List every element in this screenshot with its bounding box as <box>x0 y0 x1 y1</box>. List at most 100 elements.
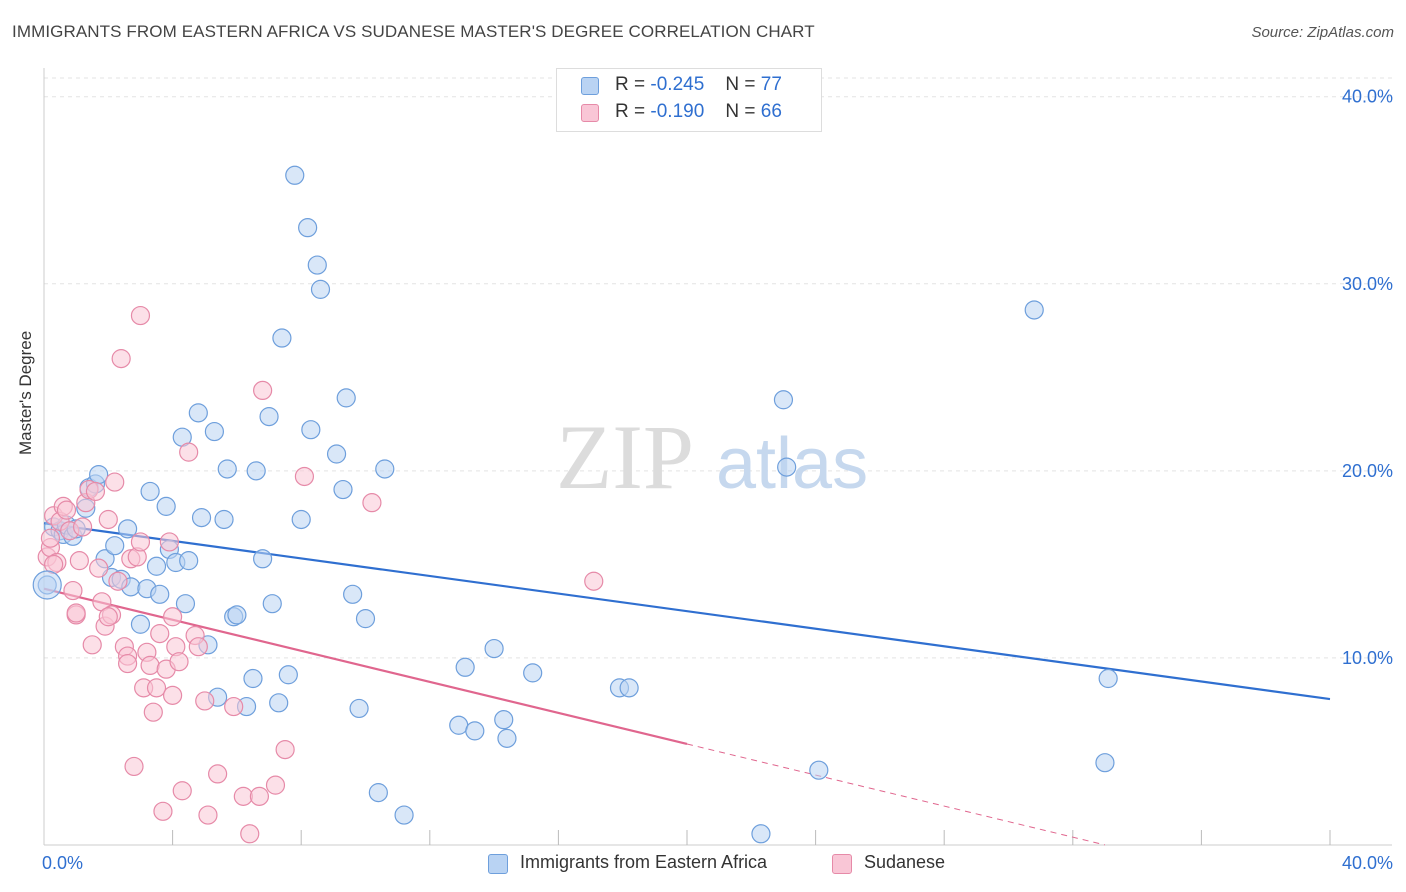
blue-point <box>243 668 263 689</box>
pink-point <box>108 571 128 591</box>
pink-swatch <box>581 104 599 122</box>
blue-point <box>227 605 247 625</box>
blue-point <box>175 594 196 614</box>
pink-point <box>179 442 199 462</box>
pink-point <box>130 532 151 552</box>
blue-point <box>336 388 356 408</box>
pink-point <box>294 466 315 487</box>
chart-title: IMMIGRANTS FROM EASTERN AFRICA VS SUDANE… <box>12 22 815 41</box>
blue-point <box>455 657 475 677</box>
blue-point <box>179 551 199 571</box>
stats-box: R = -0.245 N = 77 R = -0.190 N = 66 <box>556 68 822 132</box>
blue-point <box>105 536 125 556</box>
blue-point <box>291 509 311 530</box>
stats-pink-n-label: N = <box>725 101 756 122</box>
blue-point <box>301 420 321 440</box>
pink-point <box>275 739 295 760</box>
stats-blue-n-label: N = <box>725 74 756 95</box>
pink-point <box>584 571 604 591</box>
blue-point <box>262 594 282 614</box>
blue-point <box>253 549 273 569</box>
pink-point <box>265 775 286 795</box>
watermark-zip: ZIP <box>556 406 694 508</box>
pink-trend-extension <box>686 743 1106 846</box>
blue-point <box>809 760 829 780</box>
pink-point <box>140 655 160 676</box>
blue-point <box>394 805 414 825</box>
blue-point <box>494 710 514 730</box>
blue-point-large <box>32 570 62 600</box>
blue-point <box>150 584 170 604</box>
blue-point <box>326 444 347 464</box>
pink-point <box>89 558 109 578</box>
pink-point <box>130 305 151 326</box>
legend-blue-label: Immigrants from Eastern Africa <box>520 852 768 872</box>
stats-blue-n-value: 77 <box>760 74 782 95</box>
source-label: Source: ZipAtlas.com <box>1251 24 1394 41</box>
pink-point <box>143 702 163 722</box>
stats-blue-r-label: R = <box>615 74 646 95</box>
blue-point <box>117 519 138 539</box>
y-tick-label: 10.0% <box>1342 648 1393 668</box>
blue-point <box>146 556 167 576</box>
pink-point <box>150 624 170 644</box>
pink-point <box>198 805 218 825</box>
stats-blue-r-value: -0.245 <box>650 74 705 95</box>
legend-pink-swatch <box>832 854 852 874</box>
blue-point <box>465 721 485 741</box>
pink-point <box>146 678 167 698</box>
axes <box>43 68 1392 846</box>
pink-point <box>153 801 173 821</box>
pink-point <box>169 652 189 672</box>
stats-pink-r-label: R = <box>615 101 646 122</box>
blue-point <box>214 509 234 530</box>
pink-point <box>117 653 138 674</box>
blue-point <box>285 165 305 185</box>
blue-point <box>298 218 318 238</box>
pink-point <box>188 637 208 657</box>
pink-point <box>40 528 61 548</box>
pink-point <box>159 532 179 552</box>
pink-point <box>163 685 183 705</box>
blue-point <box>310 279 331 299</box>
blue-point <box>269 693 289 713</box>
blue-point <box>343 584 363 604</box>
blue-point <box>484 638 504 659</box>
y-axis-label: Master's Degree <box>16 330 35 455</box>
x-tick-label-max: 40.0% <box>1342 853 1393 873</box>
x-tick-label-min: 0.0% <box>42 853 83 873</box>
blue-point <box>777 457 797 477</box>
blue-point <box>497 728 517 748</box>
blue-point <box>1098 668 1118 689</box>
blue-point <box>751 824 771 844</box>
pink-point <box>253 380 273 401</box>
pink-trend-line <box>43 587 688 746</box>
y-tick-label: 20.0% <box>1342 461 1393 481</box>
blue-point <box>375 459 395 479</box>
pink-point <box>56 500 77 520</box>
blue-point <box>773 390 794 410</box>
blue-swatch <box>581 77 599 95</box>
blue-point <box>204 421 224 442</box>
pink-point <box>63 580 83 601</box>
pink-point <box>98 509 118 530</box>
blue-point <box>349 698 369 719</box>
blue-point <box>307 255 327 275</box>
blue-point <box>355 609 376 629</box>
stats-pink-n-value: 66 <box>760 101 782 122</box>
blue-point <box>191 508 212 528</box>
blue-point <box>217 459 237 479</box>
pink-point <box>249 786 270 806</box>
blue-point <box>140 481 160 502</box>
pink-point <box>69 551 89 571</box>
blue-point <box>259 407 279 427</box>
pink-point <box>362 493 382 513</box>
blue-point <box>368 783 388 803</box>
grid-lines <box>44 77 1392 659</box>
y-tick-label: 30.0% <box>1342 274 1393 294</box>
data-points <box>32 165 1118 844</box>
blue-point <box>449 715 469 735</box>
pink-point <box>82 635 102 655</box>
pink-point <box>98 607 118 627</box>
